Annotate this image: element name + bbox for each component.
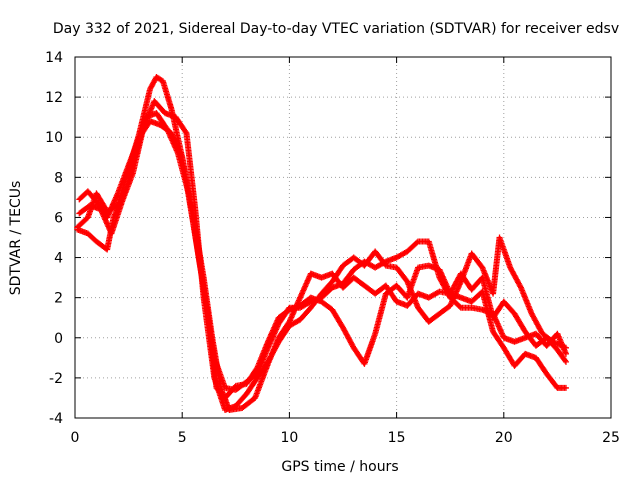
y-tick-label: 0 [54, 331, 63, 347]
y-axis-label: SDTVAR / TECUs [8, 181, 24, 296]
y-tick-label: 4 [54, 251, 63, 267]
data-point [517, 283, 524, 290]
y-tick-label: 8 [54, 170, 63, 186]
data-point [562, 384, 569, 391]
series-4 [76, 98, 569, 413]
y-tick-label: -2 [49, 371, 63, 387]
data-point [562, 350, 569, 357]
y-tick-label: 10 [45, 130, 63, 146]
y-tick-label: 6 [54, 210, 63, 226]
data-point [562, 358, 569, 365]
series-2 [76, 118, 569, 393]
chart-title: Day 332 of 2021, Sidereal Day-to-day VTE… [53, 21, 619, 37]
plot-frame [74, 56, 612, 419]
data-point [562, 357, 569, 364]
y-tick-label: 12 [45, 90, 63, 106]
y-tick-label: -4 [49, 411, 63, 427]
axis-ticks: 0 5 10 15 20 25 -4 -2 0 2 4 6 8 10 12 14 [45, 50, 620, 446]
x-tick-label: 10 [280, 430, 298, 446]
series-3 [74, 110, 569, 401]
x-tick-label: 0 [71, 430, 80, 446]
x-tick-label: 5 [178, 430, 187, 446]
data-points [74, 74, 569, 413]
x-axis-label: GPS time / hours [281, 459, 398, 475]
data-point [562, 344, 569, 351]
x-tick-label: 15 [388, 430, 406, 446]
x-tick-label: 20 [495, 430, 513, 446]
x-tick-label: 25 [602, 430, 620, 446]
data-point [182, 128, 189, 135]
y-tick-label: 14 [45, 50, 63, 66]
grid-lines [75, 57, 611, 418]
y-tick-label: 2 [54, 291, 63, 307]
